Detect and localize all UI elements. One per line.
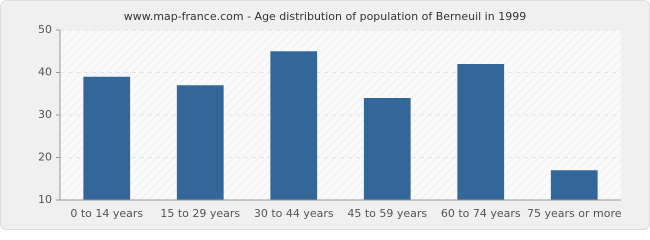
x-tick-label: 15 to 29 years: [160, 207, 240, 220]
bar: [363, 98, 411, 200]
y-tick-label: 10: [38, 193, 52, 206]
y-tick-label: 40: [38, 66, 52, 79]
bar: [270, 51, 318, 200]
x-tick-label: 30 to 44 years: [254, 207, 334, 220]
x-tick-label: 60 to 74 years: [441, 207, 521, 220]
y-tick-label: 20: [38, 151, 52, 164]
y-tick-label: 30: [38, 108, 52, 121]
bar: [176, 85, 224, 200]
x-tick-label: 0 to 14 years: [70, 207, 143, 220]
x-tick-label: 75 years or more: [527, 207, 622, 220]
bar: [550, 170, 598, 200]
bar: [457, 64, 505, 200]
bar: [83, 76, 131, 200]
chart: www.map-france.com - Age distribution of…: [0, 0, 650, 230]
y-tick-label: 50: [38, 23, 52, 36]
chart-title: www.map-france.com - Age distribution of…: [124, 10, 526, 23]
x-tick-label: 45 to 59 years: [347, 207, 427, 220]
